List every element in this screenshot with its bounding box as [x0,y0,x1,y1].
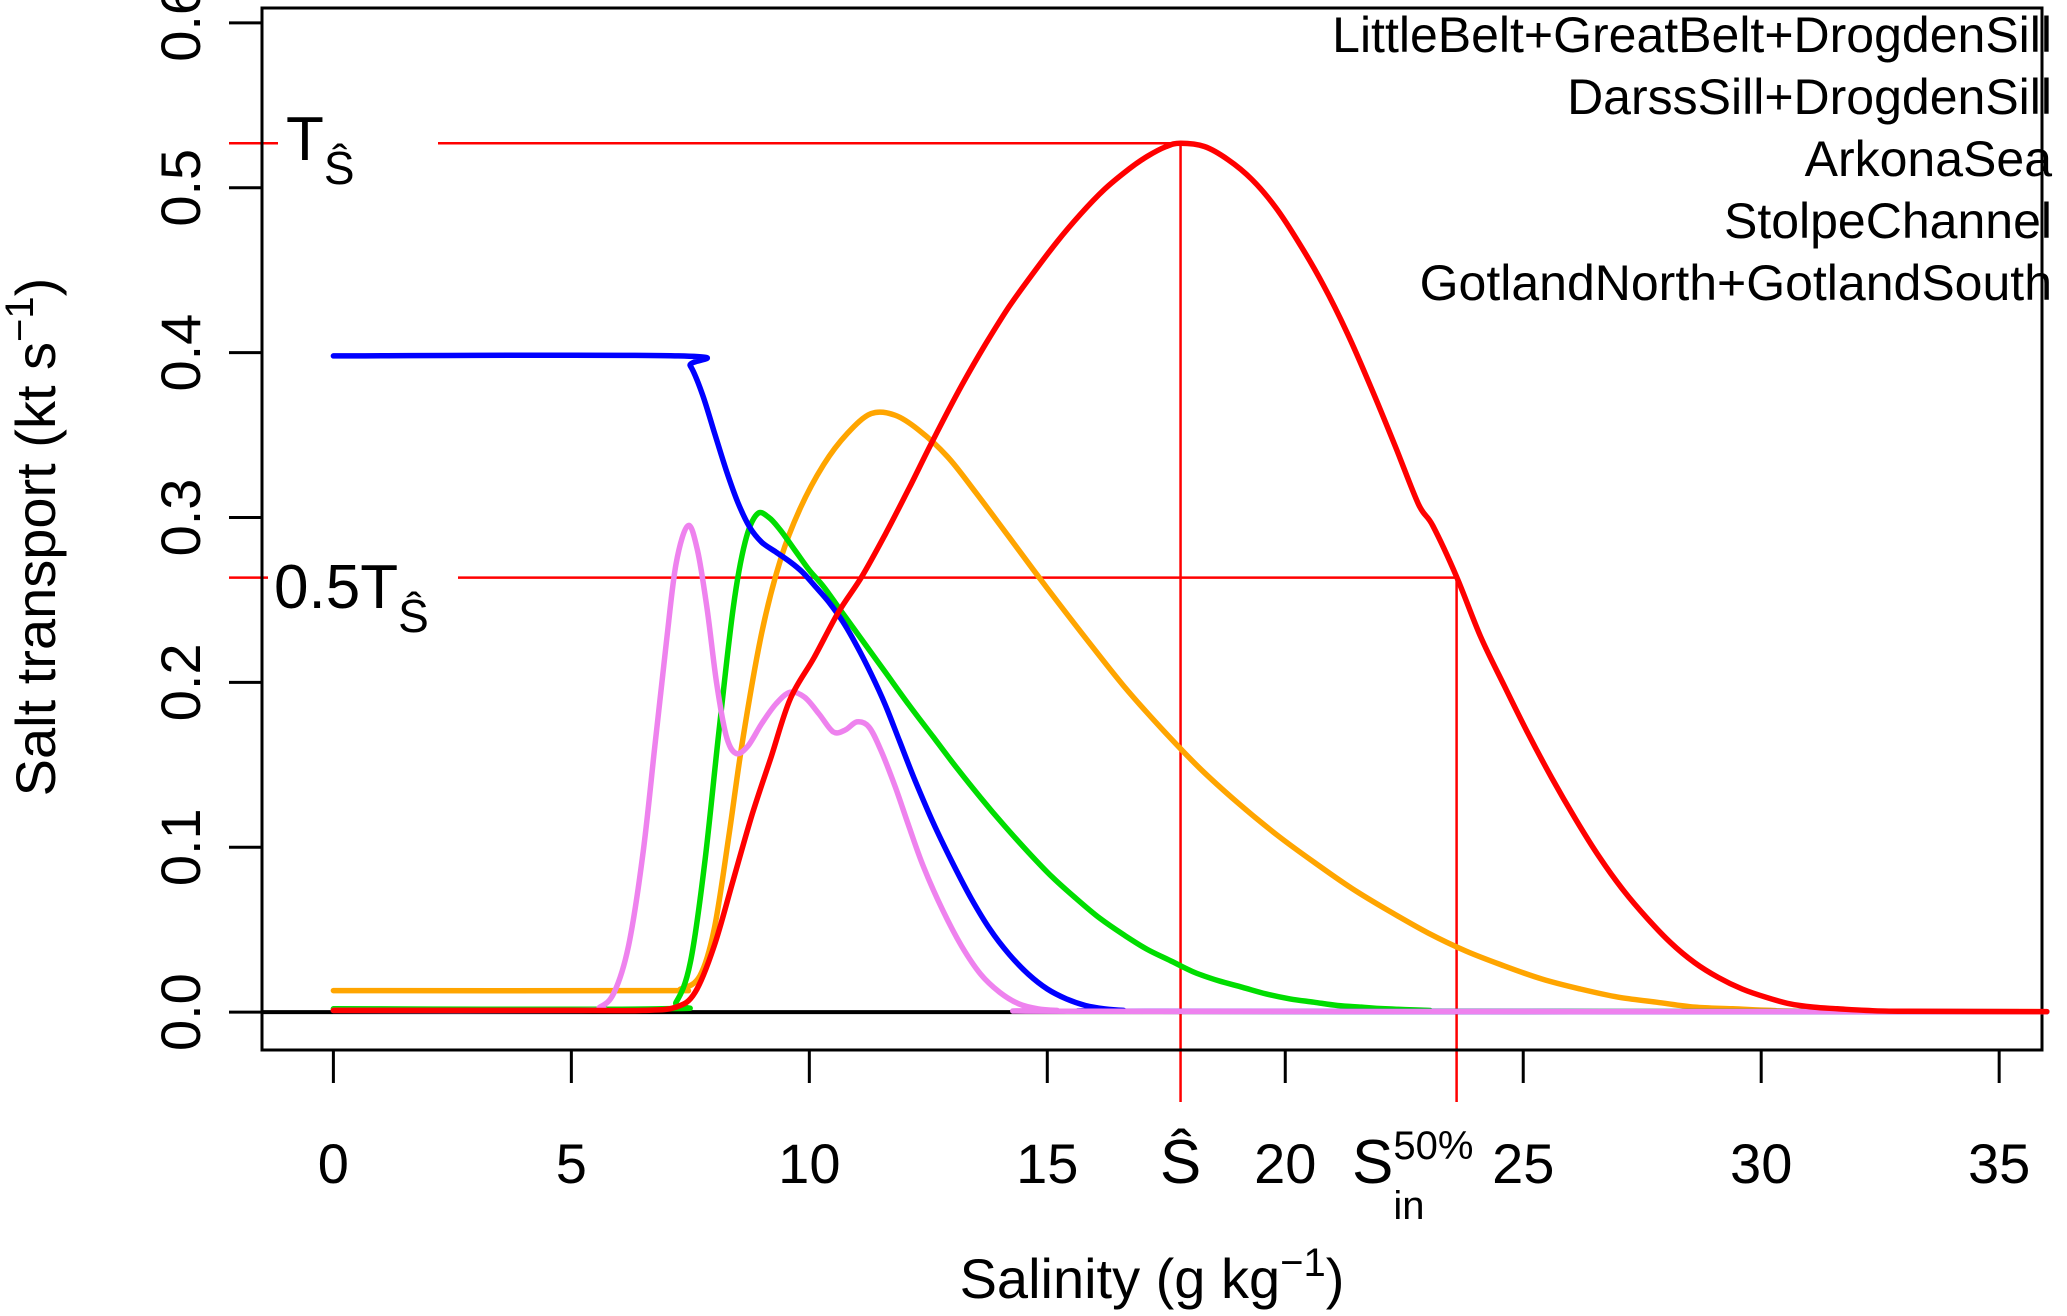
y-tick-label: 0.1 [149,808,212,886]
y-tick-label: 0.2 [149,643,212,721]
annotation-half-T-hat-label: 0.5TŜ [274,553,429,642]
y-tick-label: 0.5 [149,149,212,227]
series-line-darsssill-drogdensill [330,409,2050,1015]
series-line-gotlandnorth-gotlandsouth [330,522,2050,1015]
x-tick-label: 15 [1016,1132,1078,1195]
x-tick-label: 35 [1968,1132,2030,1195]
y-axis-title: Salt transport (kt s−1) [0,278,67,797]
label-backing [278,100,438,208]
y-tick-label: 0.4 [149,314,212,392]
x-tick-label: 30 [1730,1132,1792,1195]
x-tick-label: 5 [556,1132,587,1195]
label-backing [268,548,458,666]
legend: LittleBelt+GreatBelt+DrogdenSill DarssSil… [1332,7,2052,311]
x-tick-label: 0 [318,1132,349,1195]
series-curves [330,140,2050,1015]
x-tick-label: 10 [778,1132,840,1195]
y-tick-label: 0.6 [149,0,212,62]
legend-label-stolpechannel: StolpeChannel [1724,193,2052,249]
legend-label-darsssill-drogdensill: DarssSill+DrogdenSill [1567,69,2052,125]
legend-label-arkonasea: ArkonaSea [1805,131,2053,187]
series-line-arkonasea [330,509,2050,1015]
x-tick-label: 25 [1492,1132,1554,1195]
legend-label-gotlandnorth-gotlandsouth: GotlandNorth+GotlandSouth [1420,255,2052,311]
series-line-littlebelt-greatbelt-drogdensill [330,140,2050,1015]
y-tick-label: 0.3 [149,479,212,557]
annotation-S-in-50-label: S50% in [1352,1124,1473,1228]
x-axis-title: Salinity (g kg−1) [960,1241,1345,1310]
annotation-T-hat-label: TŜ [286,105,355,194]
y-tick-label: 0.0 [149,973,212,1051]
annotation-S-hat-label: Ŝ [1160,1128,1201,1197]
x-tick-label: 20 [1254,1132,1316,1195]
plot-frame [260,6,2044,1052]
legend-label-littlebelt-greatbelt-drogdensill: LittleBelt+GreatBelt+DrogdenSill [1332,7,2052,63]
series-line-stolpechannel [330,352,2050,1015]
annotation-labels: TŜ 0.5TŜ Ŝ S50% in [268,100,1473,1228]
